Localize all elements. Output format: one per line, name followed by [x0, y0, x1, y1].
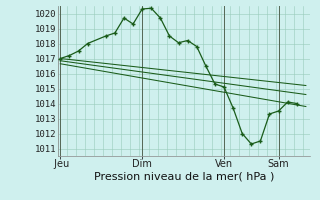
- X-axis label: Pression niveau de la mer( hPa ): Pression niveau de la mer( hPa ): [94, 172, 274, 182]
